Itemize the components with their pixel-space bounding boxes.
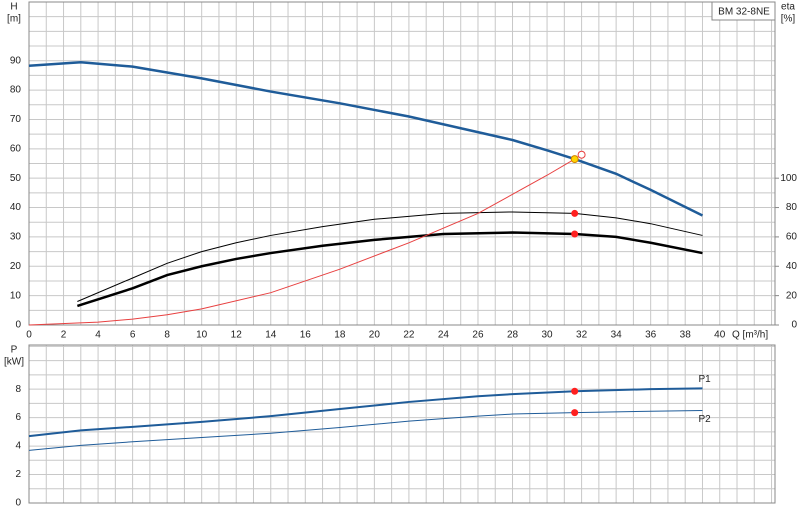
- operating-point: [571, 409, 579, 417]
- y2-axis-label: eta: [781, 2, 795, 13]
- x-tick-label: 38: [680, 330, 692, 341]
- operating-point: [571, 387, 579, 395]
- y2-tick-label: 100: [780, 173, 797, 184]
- plot-frame: [28, 1, 776, 326]
- x-tick-label: 16: [300, 330, 312, 341]
- operating-point: [571, 209, 579, 217]
- x-tick-label: 12: [231, 330, 243, 341]
- y2-tick-label: 20: [786, 290, 798, 301]
- y-tick-label: 60: [10, 143, 22, 154]
- y-tick-label: 0: [15, 498, 21, 509]
- y-tick-label: 80: [10, 85, 22, 96]
- x-tick-label: 10: [196, 330, 208, 341]
- operating-point: [570, 155, 579, 164]
- x-tick-label: 36: [645, 330, 657, 341]
- y2-tick-label: 80: [786, 202, 798, 213]
- y-tick-label: 90: [10, 55, 22, 66]
- y-axis-label: H: [10, 2, 17, 13]
- series-line: [28, 409, 703, 451]
- x-tick-label: 24: [438, 330, 450, 341]
- title-box: [711, 1, 776, 21]
- chart-title: BM 32-8NE: [718, 7, 770, 18]
- y-tick-label: 0: [15, 320, 21, 331]
- y-tick-label: 70: [10, 114, 22, 125]
- series-line: [28, 387, 703, 438]
- x-tick-label: 4: [95, 330, 101, 341]
- x-tick-label: 8: [164, 330, 170, 341]
- series-label: P1: [698, 374, 711, 385]
- x-tick-label: 6: [130, 330, 136, 341]
- x-tick-label: 32: [576, 330, 588, 341]
- y2-tick-label: 0: [791, 320, 797, 331]
- x-tick-label: 30: [541, 330, 553, 341]
- y-tick-label: 4: [15, 441, 21, 452]
- y2-tick-label: 60: [786, 232, 798, 243]
- y-axis-unit: [m]: [7, 14, 21, 25]
- x-tick-label: 26: [472, 330, 484, 341]
- y-axis-unit: [kW]: [4, 357, 24, 368]
- y-axis-label: P: [11, 345, 18, 356]
- x-tick-label: 18: [334, 330, 346, 341]
- series-line: [76, 231, 703, 308]
- x-tick-label: 14: [265, 330, 277, 341]
- y2-axis-unit: [%]: [781, 14, 796, 25]
- y-tick-label: 40: [10, 202, 22, 213]
- operating-point: [571, 230, 579, 238]
- operating-point: [577, 150, 586, 159]
- x-axis-label: Q [m³/h]: [732, 330, 768, 341]
- x-tick-label: 28: [507, 330, 519, 341]
- x-tick-label: 0: [26, 330, 32, 341]
- x-tick-label: 34: [611, 330, 623, 341]
- y-tick-label: 8: [15, 384, 21, 395]
- y-tick-label: 2: [15, 469, 21, 480]
- x-tick-label: 20: [369, 330, 381, 341]
- x-tick-label: 22: [403, 330, 415, 341]
- series-line: [28, 158, 575, 326]
- y-tick-label: 20: [10, 261, 22, 272]
- y2-tick-label: 40: [786, 261, 798, 272]
- series-label: P2: [698, 414, 711, 425]
- series-line: [77, 211, 703, 302]
- plot-frame: [28, 344, 776, 504]
- x-tick-label: 40: [714, 330, 726, 341]
- x-tick-label: 2: [61, 330, 67, 341]
- y-tick-label: 10: [10, 290, 22, 301]
- y-tick-label: 6: [15, 412, 21, 423]
- series-line: [28, 60, 704, 217]
- y-tick-label: 50: [10, 173, 22, 184]
- y-tick-label: 30: [10, 232, 22, 243]
